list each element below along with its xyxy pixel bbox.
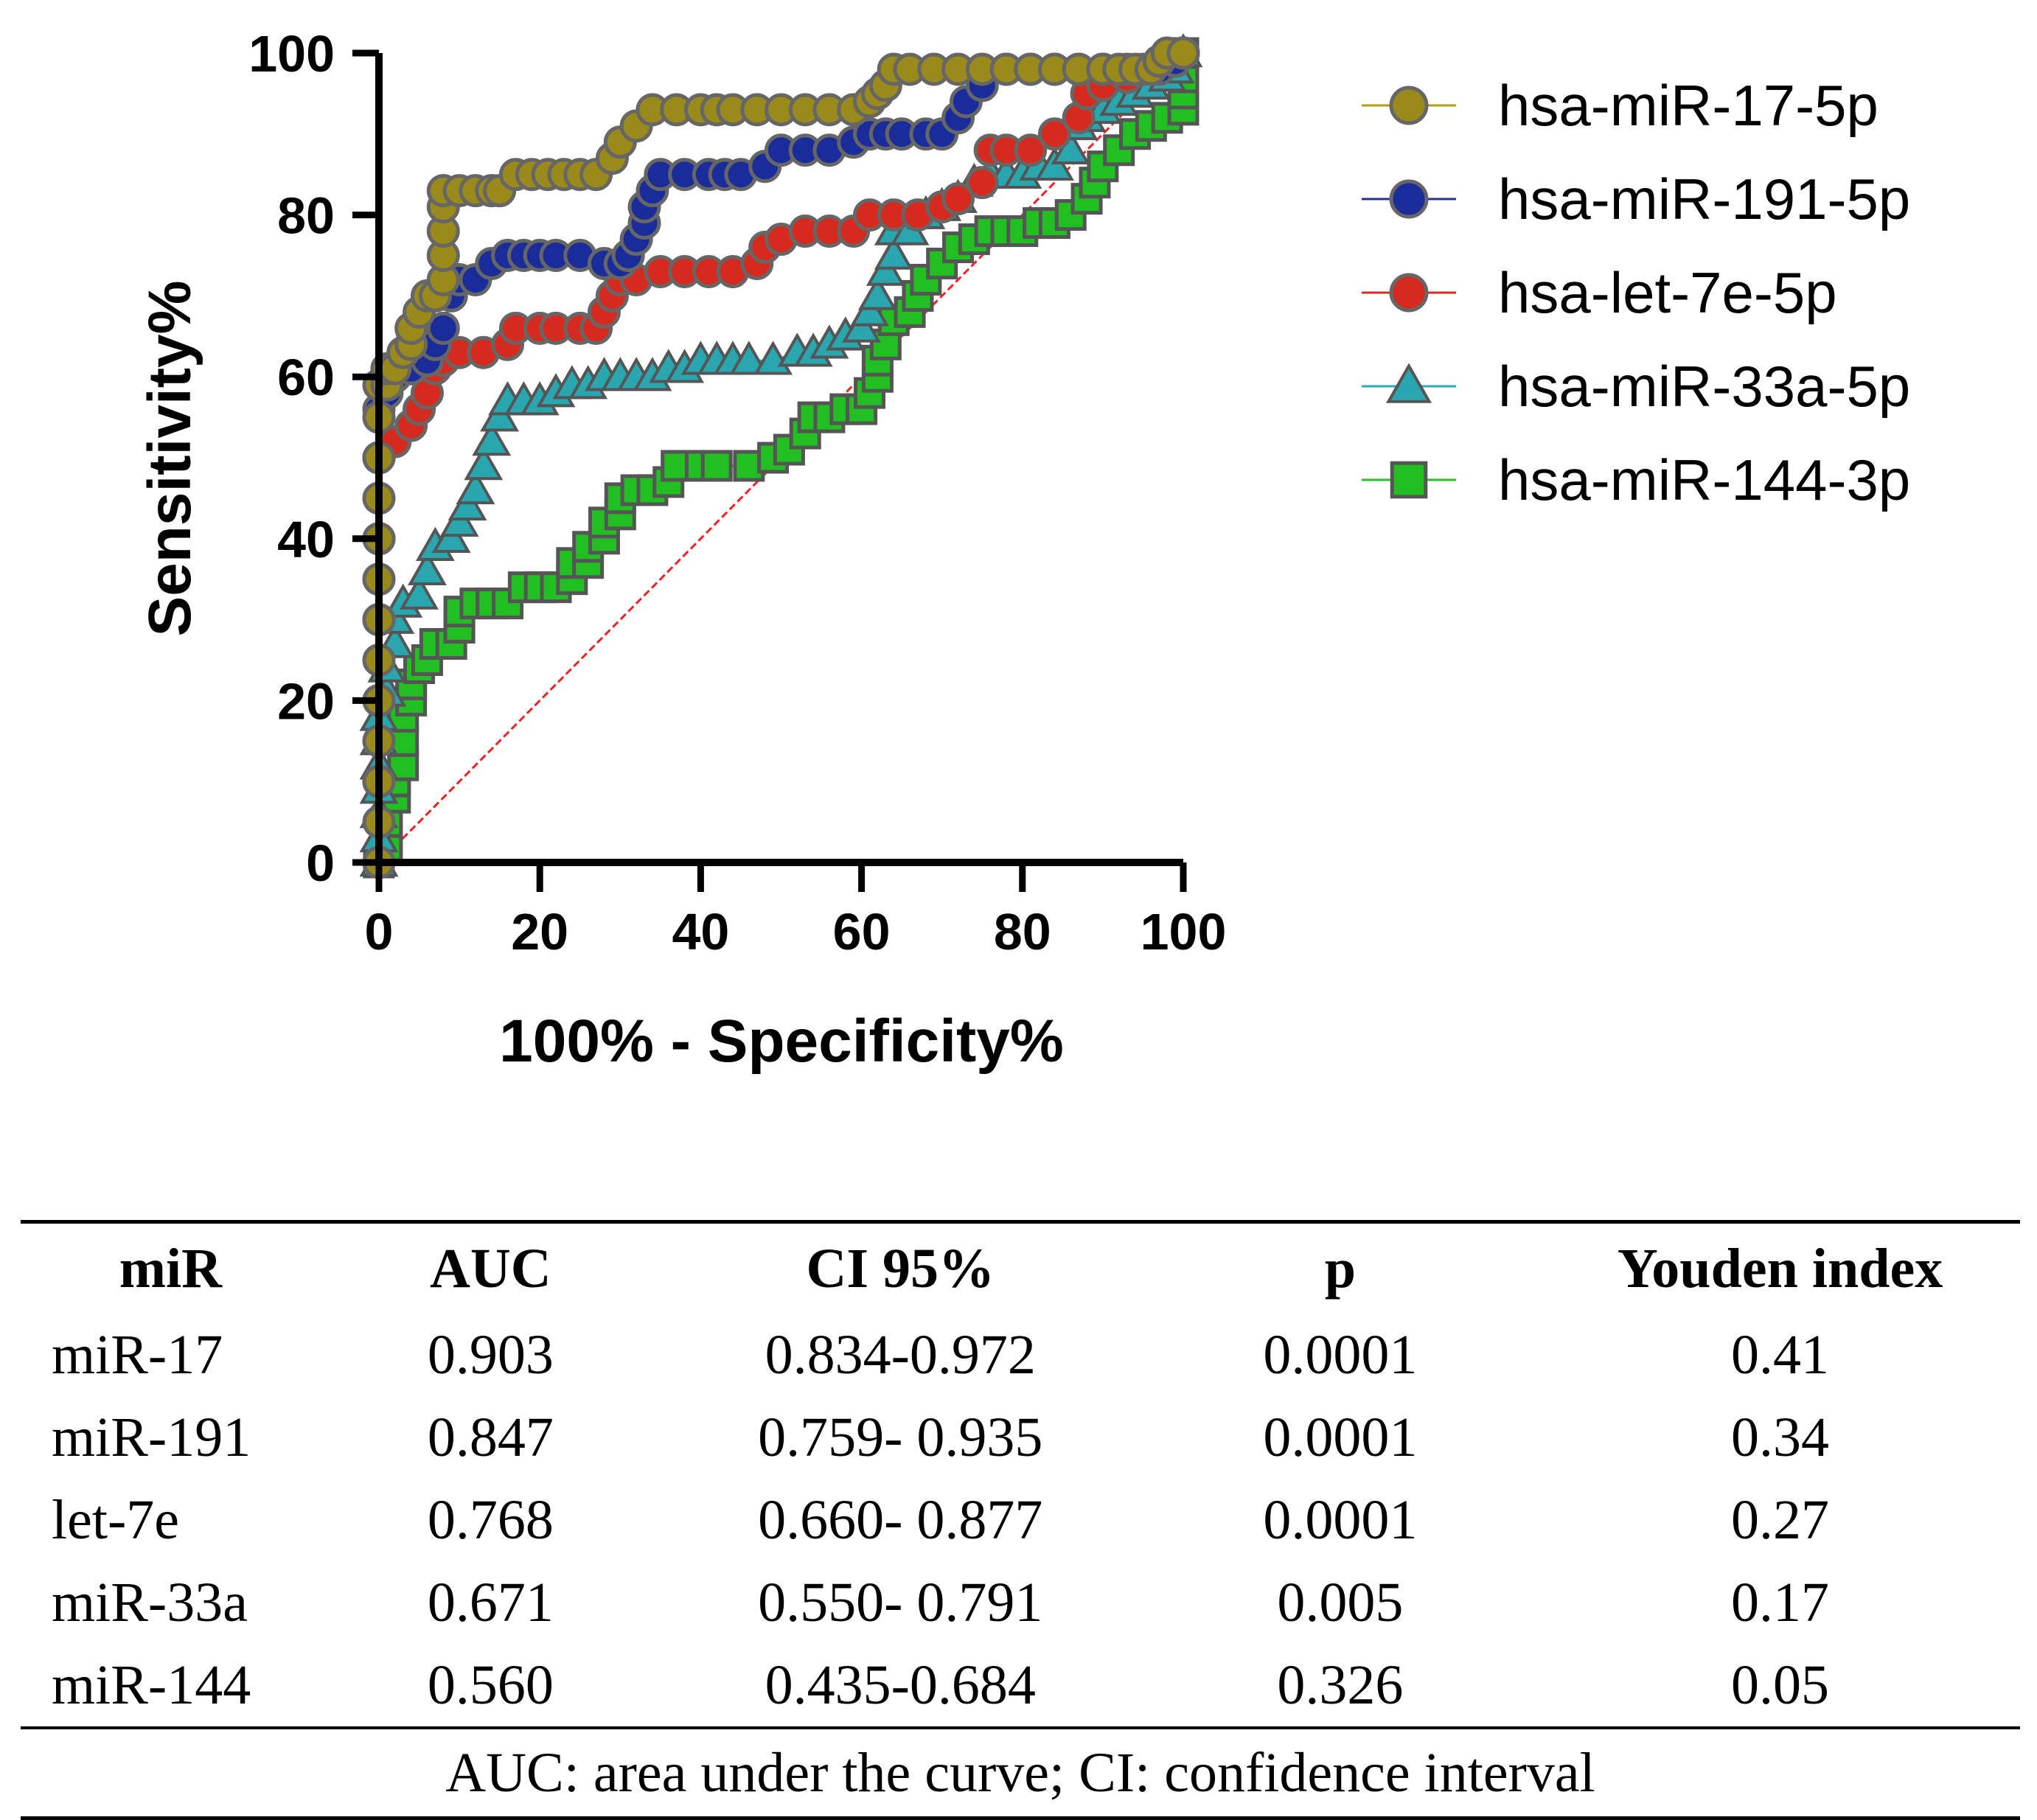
auc-statistics-table: miR AUC CI 95% p Youden index miR-17 0.9…: [21, 1220, 2020, 1820]
hsa-mir-191-5p-point: [426, 311, 460, 345]
header-youden: Youden index: [1617, 1237, 1943, 1300]
table-row: miR-33a 0.671 0.550- 0.791 0.005 0.17: [21, 1561, 2020, 1644]
cell-auc: 0.671: [427, 1571, 554, 1634]
cell-auc: 0.768: [427, 1488, 554, 1551]
legend-item-hsa-mir-144-3p: hsa-miR-144-3p: [1362, 447, 1910, 512]
hsa-mir-33a-5p-point: [464, 445, 504, 481]
legend-label: hsa-miR-17-5p: [1498, 73, 1878, 138]
legend-marker: [1389, 179, 1429, 219]
header-auc: AUC: [429, 1237, 551, 1300]
header-ci: CI 95%: [806, 1237, 995, 1300]
hsa-mir-33a-5p-point: [456, 470, 495, 505]
x-axis-title: 100% - Specificity%: [499, 1008, 1064, 1075]
x-tick-label: 40: [672, 903, 729, 960]
cell-mir: miR-191: [52, 1406, 251, 1468]
hsa-let-7e-5p-point: [1037, 117, 1071, 151]
legend-marker: [1385, 363, 1432, 403]
hsa-mir-33a-5p-point: [857, 276, 897, 310]
cell-p: 0.005: [1277, 1571, 1404, 1634]
roc-chart: 0 20 40 60 80 100 0 20 40 60 80 100 100% - Specific…: [136, 25, 1910, 1075]
cell-youden: 0.34: [1731, 1406, 1830, 1468]
x-tick-label: 80: [994, 903, 1051, 960]
header-mir: miR: [119, 1237, 223, 1300]
legend-item-hsa-mir-191-5p: hsa-miR-191-5p: [1362, 167, 1910, 231]
cell-p: 0.0001: [1263, 1488, 1418, 1551]
cell-mir: miR-33a: [52, 1571, 248, 1634]
hsa-mir-144-3p-point: [1103, 134, 1135, 167]
legend-marker: [1389, 86, 1429, 125]
cell-youden: 0.41: [1731, 1323, 1830, 1386]
cell-youden: 0.17: [1731, 1571, 1830, 1634]
cell-auc: 0.847: [427, 1406, 554, 1468]
cell-ci: 0.834-0.972: [765, 1323, 1036, 1386]
legend-item-hsa-mir-17-5p: hsa-miR-17-5p: [1362, 73, 1878, 138]
legend-label: hsa-miR-33a-5p: [1498, 354, 1910, 419]
y-tick-label: 100: [248, 25, 335, 83]
y-tick-label: 80: [277, 187, 335, 245]
table-row: miR-17 0.903 0.834-0.972 0.0001 0.41: [21, 1314, 2020, 1396]
cell-mir: miR-17: [52, 1323, 223, 1386]
legend-item-hsa-mir-33a-5p: hsa-miR-33a-5p: [1362, 354, 1910, 419]
table-row: miR-191 0.847 0.759- 0.935 0.0001 0.34: [21, 1396, 2020, 1479]
table-footnote-row: AUC: area under the curve; CI: confidenc…: [21, 1728, 2020, 1819]
hsa-mir-144-3p-series: [363, 37, 1199, 879]
hsa-mir-144-3p-point: [1119, 118, 1152, 150]
y-tick-label: 20: [277, 672, 335, 730]
x-tick-label: 20: [511, 903, 568, 960]
cell-ci: 0.660- 0.877: [758, 1488, 1043, 1551]
legend-item-hsa-let-7e-5p: hsa-let-7e-5p: [1362, 260, 1837, 325]
cell-ci: 0.759- 0.935: [758, 1406, 1043, 1468]
x-tick-label: 60: [833, 903, 891, 960]
legend-marker: [1389, 273, 1429, 313]
legend-marker: [1390, 461, 1428, 499]
cell-auc: 0.560: [320, 1644, 661, 1729]
table-row: miR-144 0.560 0.435-0.684 0.326 0.05: [21, 1644, 2020, 1729]
cell-ci: 0.435-0.684: [660, 1644, 1141, 1729]
x-tick-label: 0: [365, 903, 394, 960]
table-footnote: AUC: area under the curve; CI: confidenc…: [445, 1741, 1595, 1804]
axes: [375, 53, 1183, 866]
hsa-mir-33a-5p-point: [729, 341, 769, 375]
legend-label: hsa-miR-144-3p: [1498, 447, 1910, 512]
y-tick-label: 40: [277, 511, 335, 568]
hsa-mir-33a-5p-point: [472, 422, 512, 456]
hsa-mir-144-3p-point: [700, 450, 733, 482]
y-tick-label: 0: [306, 834, 335, 892]
cell-youden: 0.27: [1731, 1488, 1830, 1551]
hsa-mir-33a-5p-point: [408, 551, 447, 585]
table-row: let-7e 0.768 0.660- 0.877 0.0001 0.27: [21, 1479, 2020, 1561]
cell-p: 0.0001: [1263, 1406, 1418, 1468]
hsa-let-7e-5p-point: [1014, 133, 1048, 167]
roc-series-layer: [359, 32, 1203, 879]
legend-label: hsa-miR-191-5p: [1498, 167, 1910, 231]
cell-youden: 0.05: [1540, 1644, 2020, 1729]
hsa-mir-33a-5p-point: [874, 235, 913, 270]
hsa-let-7e-5p-point: [965, 166, 999, 200]
cell-mir: let-7e: [52, 1488, 180, 1551]
hsa-mir-17-5p-point: [1166, 36, 1200, 70]
cell-auc: 0.903: [427, 1323, 554, 1386]
y-axis-title: Sensitivity%: [136, 280, 203, 636]
legend: hsa-miR-17-5p hsa-miR-191-5p hsa-let-7e-5p…: [1362, 73, 1910, 512]
cell-p: 0.0001: [1263, 1323, 1418, 1386]
cell-mir: miR-144: [21, 1644, 321, 1729]
hsa-mir-33a-5p-point: [400, 575, 439, 610]
cell-p: 0.326: [1140, 1644, 1541, 1729]
y-tick-label: 60: [277, 349, 335, 406]
hsa-let-7e-5p-point: [941, 182, 975, 216]
legend-label: hsa-let-7e-5p: [1498, 260, 1837, 325]
axis-ticks: 0 20 40 60 80 100 0 20 40 60 80 100: [248, 25, 1226, 960]
table-header-row: miR AUC CI 95% p Youden index: [21, 1222, 2020, 1314]
cell-ci: 0.550- 0.791: [758, 1571, 1043, 1634]
header-p: p: [1324, 1237, 1357, 1300]
x-tick-label: 100: [1141, 903, 1227, 960]
